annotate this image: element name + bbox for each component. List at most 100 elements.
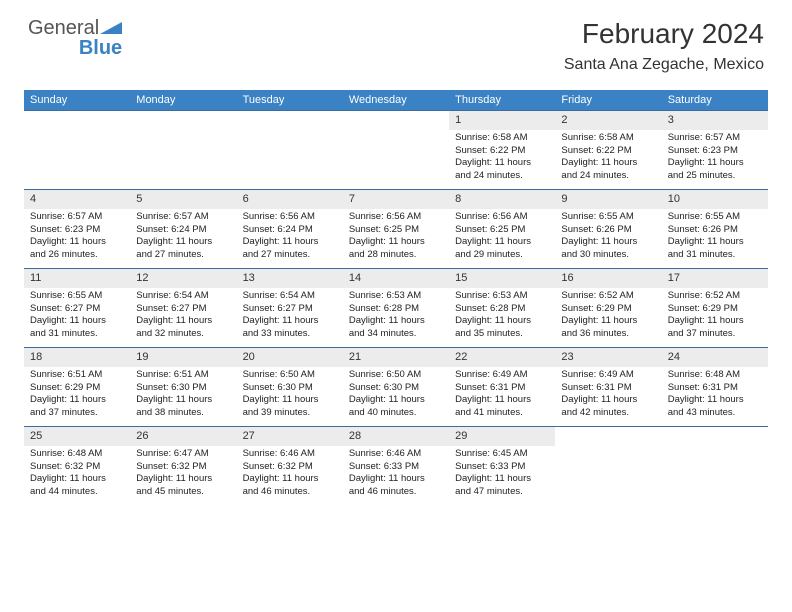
day-cell-empty <box>237 111 343 189</box>
day-cell-empty <box>343 111 449 189</box>
sunrise-text: Sunrise: 6:56 AM <box>349 211 443 224</box>
sunrise-text: Sunrise: 6:49 AM <box>561 369 655 382</box>
day-cell-10: 10Sunrise: 6:55 AMSunset: 6:26 PMDayligh… <box>662 190 768 268</box>
day-cell-1: 1Sunrise: 6:58 AMSunset: 6:22 PMDaylight… <box>449 111 555 189</box>
day-number: 27 <box>237 427 343 446</box>
day-cell-12: 12Sunrise: 6:54 AMSunset: 6:27 PMDayligh… <box>130 269 236 347</box>
day-details: Sunrise: 6:58 AMSunset: 6:22 PMDaylight:… <box>555 130 661 187</box>
sunrise-text: Sunrise: 6:52 AM <box>668 290 762 303</box>
sunrise-text: Sunrise: 6:48 AM <box>668 369 762 382</box>
daylight-text: Daylight: 11 hours and 37 minutes. <box>30 394 124 420</box>
day-number: 9 <box>555 190 661 209</box>
day-cell-4: 4Sunrise: 6:57 AMSunset: 6:23 PMDaylight… <box>24 190 130 268</box>
sunset-text: Sunset: 6:30 PM <box>243 382 337 395</box>
sunset-text: Sunset: 6:24 PM <box>136 224 230 237</box>
sunset-text: Sunset: 6:25 PM <box>349 224 443 237</box>
day-number: 26 <box>130 427 236 446</box>
day-details: Sunrise: 6:57 AMSunset: 6:23 PMDaylight:… <box>662 130 768 187</box>
day-cell-27: 27Sunrise: 6:46 AMSunset: 6:32 PMDayligh… <box>237 427 343 505</box>
sunrise-text: Sunrise: 6:46 AM <box>349 448 443 461</box>
day-number: 15 <box>449 269 555 288</box>
day-number: 22 <box>449 348 555 367</box>
day-number: 8 <box>449 190 555 209</box>
day-cell-3: 3Sunrise: 6:57 AMSunset: 6:23 PMDaylight… <box>662 111 768 189</box>
day-cell-8: 8Sunrise: 6:56 AMSunset: 6:25 PMDaylight… <box>449 190 555 268</box>
day-number: 1 <box>449 111 555 130</box>
logo-text-blue: Blue <box>79 37 122 59</box>
day-details: Sunrise: 6:49 AMSunset: 6:31 PMDaylight:… <box>449 367 555 424</box>
sunset-text: Sunset: 6:22 PM <box>455 145 549 158</box>
sunrise-text: Sunrise: 6:51 AM <box>30 369 124 382</box>
sunrise-text: Sunrise: 6:56 AM <box>243 211 337 224</box>
daylight-text: Daylight: 11 hours and 40 minutes. <box>349 394 443 420</box>
day-number: 11 <box>24 269 130 288</box>
day-cell-empty <box>662 427 768 505</box>
day-cell-29: 29Sunrise: 6:45 AMSunset: 6:33 PMDayligh… <box>449 427 555 505</box>
sunset-text: Sunset: 6:31 PM <box>668 382 762 395</box>
day-cell-7: 7Sunrise: 6:56 AMSunset: 6:25 PMDaylight… <box>343 190 449 268</box>
sunset-text: Sunset: 6:30 PM <box>349 382 443 395</box>
day-header-tuesday: Tuesday <box>237 90 343 110</box>
day-cell-25: 25Sunrise: 6:48 AMSunset: 6:32 PMDayligh… <box>24 427 130 505</box>
sunrise-text: Sunrise: 6:51 AM <box>136 369 230 382</box>
daylight-text: Daylight: 11 hours and 27 minutes. <box>136 236 230 262</box>
day-cell-13: 13Sunrise: 6:54 AMSunset: 6:27 PMDayligh… <box>237 269 343 347</box>
day-header-thursday: Thursday <box>449 90 555 110</box>
sunrise-text: Sunrise: 6:53 AM <box>455 290 549 303</box>
sunrise-text: Sunrise: 6:55 AM <box>30 290 124 303</box>
day-details: Sunrise: 6:57 AMSunset: 6:24 PMDaylight:… <box>130 209 236 266</box>
day-cell-2: 2Sunrise: 6:58 AMSunset: 6:22 PMDaylight… <box>555 111 661 189</box>
day-number: 18 <box>24 348 130 367</box>
sunrise-text: Sunrise: 6:56 AM <box>455 211 549 224</box>
sunset-text: Sunset: 6:23 PM <box>668 145 762 158</box>
sunset-text: Sunset: 6:33 PM <box>455 461 549 474</box>
logo-text-general: General <box>28 18 99 38</box>
day-details: Sunrise: 6:46 AMSunset: 6:33 PMDaylight:… <box>343 446 449 503</box>
sunrise-text: Sunrise: 6:57 AM <box>136 211 230 224</box>
daylight-text: Daylight: 11 hours and 24 minutes. <box>561 157 655 183</box>
sunrise-text: Sunrise: 6:54 AM <box>136 290 230 303</box>
day-details: Sunrise: 6:58 AMSunset: 6:22 PMDaylight:… <box>449 130 555 187</box>
day-details: Sunrise: 6:45 AMSunset: 6:33 PMDaylight:… <box>449 446 555 503</box>
day-cell-11: 11Sunrise: 6:55 AMSunset: 6:27 PMDayligh… <box>24 269 130 347</box>
sunset-text: Sunset: 6:29 PM <box>561 303 655 316</box>
day-number: 23 <box>555 348 661 367</box>
day-cell-24: 24Sunrise: 6:48 AMSunset: 6:31 PMDayligh… <box>662 348 768 426</box>
day-cell-empty <box>24 111 130 189</box>
sunset-text: Sunset: 6:26 PM <box>668 224 762 237</box>
header: GeneralBlue February 2024 Santa Ana Zega… <box>0 0 792 82</box>
day-number: 7 <box>343 190 449 209</box>
week-row: 1Sunrise: 6:58 AMSunset: 6:22 PMDaylight… <box>24 110 768 189</box>
day-cell-22: 22Sunrise: 6:49 AMSunset: 6:31 PMDayligh… <box>449 348 555 426</box>
daylight-text: Daylight: 11 hours and 44 minutes. <box>30 473 124 499</box>
day-header-saturday: Saturday <box>662 90 768 110</box>
daylight-text: Daylight: 11 hours and 45 minutes. <box>136 473 230 499</box>
day-details: Sunrise: 6:47 AMSunset: 6:32 PMDaylight:… <box>130 446 236 503</box>
sunrise-text: Sunrise: 6:50 AM <box>243 369 337 382</box>
daylight-text: Daylight: 11 hours and 29 minutes. <box>455 236 549 262</box>
day-number <box>237 111 343 130</box>
sunset-text: Sunset: 6:23 PM <box>30 224 124 237</box>
day-cell-20: 20Sunrise: 6:50 AMSunset: 6:30 PMDayligh… <box>237 348 343 426</box>
day-details: Sunrise: 6:51 AMSunset: 6:30 PMDaylight:… <box>130 367 236 424</box>
day-number: 28 <box>343 427 449 446</box>
week-row: 11Sunrise: 6:55 AMSunset: 6:27 PMDayligh… <box>24 268 768 347</box>
sunrise-text: Sunrise: 6:45 AM <box>455 448 549 461</box>
day-number <box>343 111 449 130</box>
day-details: Sunrise: 6:51 AMSunset: 6:29 PMDaylight:… <box>24 367 130 424</box>
day-number: 24 <box>662 348 768 367</box>
day-cell-17: 17Sunrise: 6:52 AMSunset: 6:29 PMDayligh… <box>662 269 768 347</box>
day-cell-14: 14Sunrise: 6:53 AMSunset: 6:28 PMDayligh… <box>343 269 449 347</box>
week-row: 4Sunrise: 6:57 AMSunset: 6:23 PMDaylight… <box>24 189 768 268</box>
day-details: Sunrise: 6:52 AMSunset: 6:29 PMDaylight:… <box>662 288 768 345</box>
day-details: Sunrise: 6:56 AMSunset: 6:24 PMDaylight:… <box>237 209 343 266</box>
day-header-monday: Monday <box>130 90 236 110</box>
daylight-text: Daylight: 11 hours and 25 minutes. <box>668 157 762 183</box>
calendar: SundayMondayTuesdayWednesdayThursdayFrid… <box>24 90 768 505</box>
day-header-row: SundayMondayTuesdayWednesdayThursdayFrid… <box>24 90 768 110</box>
day-cell-28: 28Sunrise: 6:46 AMSunset: 6:33 PMDayligh… <box>343 427 449 505</box>
day-number: 29 <box>449 427 555 446</box>
day-cell-19: 19Sunrise: 6:51 AMSunset: 6:30 PMDayligh… <box>130 348 236 426</box>
sunset-text: Sunset: 6:30 PM <box>136 382 230 395</box>
sunrise-text: Sunrise: 6:49 AM <box>455 369 549 382</box>
